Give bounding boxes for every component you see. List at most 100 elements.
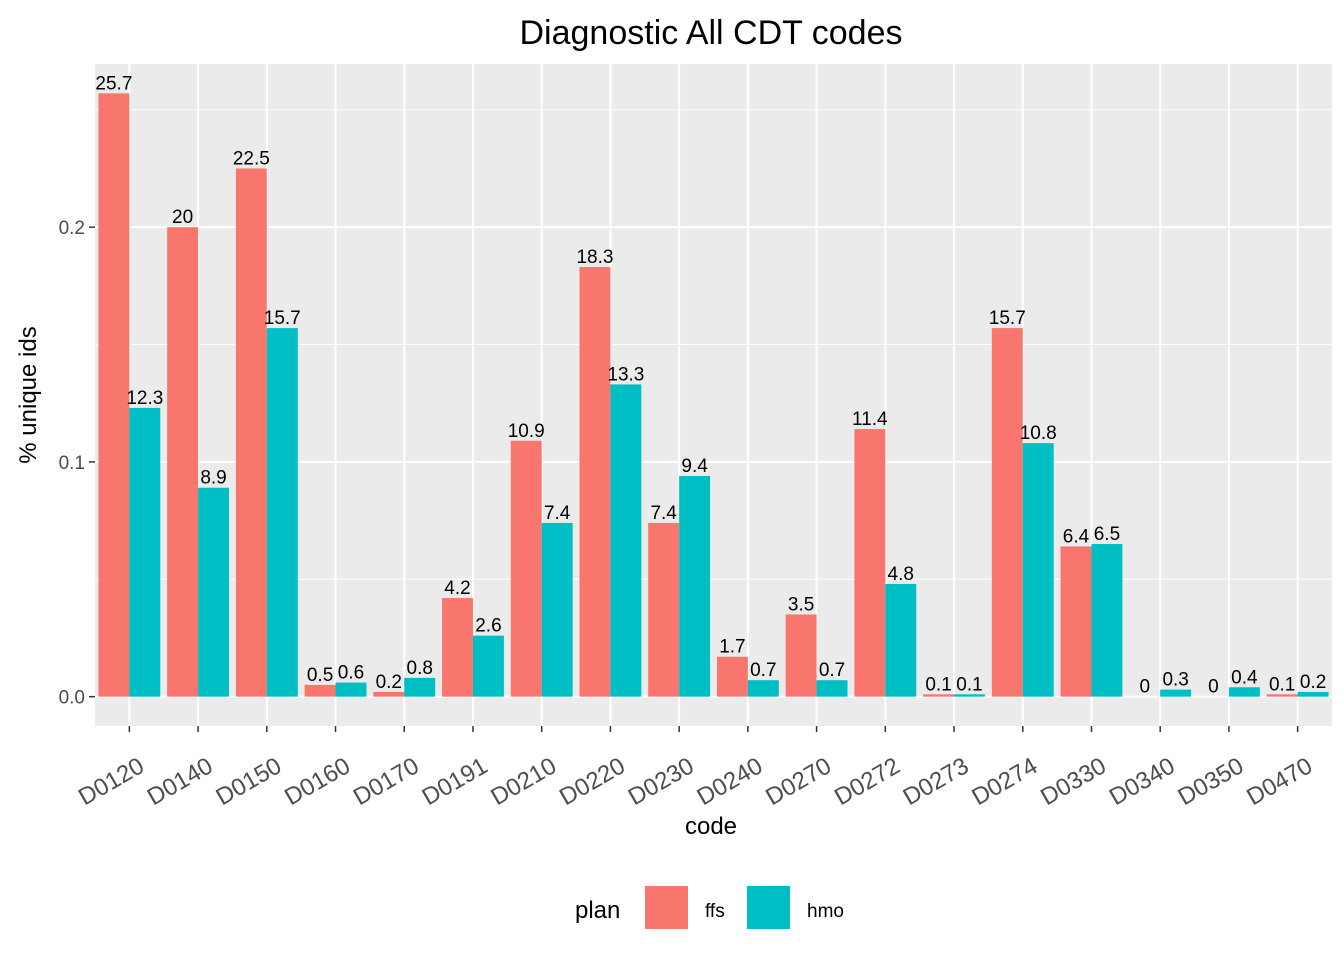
data-label-ffs-D0273: 0.1	[925, 674, 951, 695]
x-tick-label: D0330	[1036, 752, 1111, 811]
data-label-hmo-D0274: 10.8	[1020, 423, 1057, 444]
data-label-hmo-D0350: 0.4	[1231, 667, 1258, 688]
bar-labels: 25.7 20 22.5 0.5 0.2 4.2 10.9 18.3 7.4 1.7 3.5 11.4…	[95, 73, 1326, 697]
bar-hmo-D0120	[129, 407, 161, 697]
legend: plan ffs hmo	[575, 886, 844, 929]
x-axis-title: code	[685, 813, 737, 840]
data-label-hmo-D0273: 0.1	[956, 674, 982, 695]
bar-ffs-D0230	[648, 522, 680, 697]
x-tick-label: D0340	[1105, 752, 1180, 811]
bar-hmo-D0273	[954, 694, 985, 697]
bar-ffs-D0150	[235, 168, 267, 697]
x-tick-label: D0240	[693, 752, 768, 811]
bar-hmo-D0140	[198, 487, 230, 697]
data-label-hmo-D0270: 0.7	[819, 660, 845, 681]
data-label-hmo-D0470: 0.2	[1300, 672, 1326, 693]
data-label-hmo-D0191: 2.6	[475, 616, 501, 637]
data-label-ffs-D0274: 15.7	[989, 308, 1026, 329]
bar-hmo-D0160	[335, 682, 367, 697]
y-axis: 0.0 0.1 0.2	[59, 218, 95, 709]
bar-ffs-D0210	[510, 440, 542, 697]
data-label-hmo-D0210: 7.4	[544, 503, 571, 524]
x-tick-label: D0350	[1174, 752, 1249, 811]
x-tick-label: D0120	[74, 752, 149, 811]
bar-ffs-D0270	[785, 614, 817, 697]
y-tick-label: 0.2	[59, 218, 85, 239]
data-label-ffs-D0160: 0.5	[307, 665, 333, 686]
data-label-hmo-D0160: 0.6	[338, 663, 364, 684]
x-tick-label: D0160	[280, 752, 355, 811]
legend-key-ffs	[645, 886, 688, 929]
data-label-hmo-D0240: 0.7	[750, 660, 776, 681]
data-label-ffs-D0270: 3.5	[788, 594, 814, 615]
bar-hmo-D0470	[1297, 691, 1329, 697]
bar-hmo-D0220	[610, 384, 642, 697]
data-label-ffs-D0120: 25.7	[95, 73, 132, 94]
bar-ffs-D0272	[854, 429, 886, 697]
x-axis: D0120D0140D0150D0160D0170D0191D0210D0220…	[74, 726, 1317, 811]
legend-title: plan	[575, 897, 620, 924]
data-label-ffs-D0330: 6.4	[1063, 526, 1090, 547]
bar-ffs-D0220	[579, 267, 611, 697]
data-label-hmo-D0330: 6.5	[1094, 524, 1120, 545]
data-label-ffs-D0272: 11.4	[852, 409, 888, 430]
x-tick-label: D0191	[418, 752, 493, 811]
bar-hmo-D0272	[885, 583, 917, 697]
x-tick-label: D0170	[349, 752, 424, 811]
data-label-hmo-D0140: 8.9	[200, 468, 226, 489]
data-label-hmo-D0220: 13.3	[607, 364, 644, 385]
bar-hmo-D0330	[1091, 544, 1123, 697]
bar-hmo-D0350	[1228, 687, 1260, 697]
bar-hmo-D0270	[816, 680, 848, 697]
chart-title: Diagnostic All CDT codes	[520, 14, 903, 52]
x-tick-label: D0270	[761, 752, 836, 811]
plot-panel	[95, 64, 1332, 726]
bar-ffs-D0120	[98, 93, 130, 697]
data-label-ffs-D0220: 18.3	[576, 247, 613, 268]
data-label-ffs-D0340: 0	[1139, 677, 1150, 698]
bar-ffs-D0330	[1060, 546, 1092, 697]
bar-ffs-D0160	[304, 684, 336, 697]
data-label-hmo-D0272: 4.8	[888, 564, 914, 585]
bar-ffs-D0274	[991, 328, 1023, 697]
data-label-ffs-D0350: 0	[1208, 677, 1219, 698]
data-label-ffs-D0140: 20	[172, 207, 193, 228]
x-tick-label: D0272	[830, 752, 905, 811]
bar-hmo-D0191	[472, 635, 504, 697]
bar-ffs-D0170	[373, 691, 405, 697]
bar-hmo-D0274	[1022, 443, 1054, 697]
legend-key-hmo	[747, 886, 790, 929]
data-label-ffs-D0230: 7.4	[650, 503, 677, 524]
bar-hmo-D0340	[1160, 689, 1192, 697]
bar-ffs-D0470	[1266, 694, 1298, 697]
bar-ffs-D0273	[923, 694, 955, 697]
x-tick-label: D0273	[899, 752, 974, 811]
data-label-hmo-D0170: 0.8	[407, 658, 433, 679]
bar-ffs-D0191	[442, 598, 473, 697]
bar-hmo-D0150	[266, 328, 298, 697]
data-label-hmo-D0230: 9.4	[681, 456, 708, 477]
y-axis-title: % unique ids	[15, 326, 42, 463]
bar-hmo-D0170	[404, 677, 436, 697]
bar-hmo-D0240	[747, 680, 779, 697]
bar-ffs-D0140	[167, 227, 199, 697]
bar-ffs-D0240	[716, 656, 748, 697]
data-label-hmo-D0340: 0.3	[1162, 670, 1188, 691]
legend-label-ffs: ffs	[705, 901, 725, 922]
data-label-ffs-D0170: 0.2	[376, 672, 402, 693]
data-label-ffs-D0240: 1.7	[719, 637, 745, 658]
data-label-ffs-D0470: 0.1	[1269, 674, 1295, 695]
bar-hmo-D0230	[679, 475, 711, 697]
y-tick-label: 0.1	[59, 453, 85, 474]
x-tick-label: D0150	[211, 752, 286, 811]
data-label-ffs-D0191: 4.2	[444, 578, 470, 599]
data-label-ffs-D0150: 22.5	[233, 148, 270, 169]
data-label-ffs-D0210: 10.9	[508, 421, 545, 442]
x-tick-label: D0210	[486, 752, 561, 811]
x-tick-label: D0274	[967, 752, 1042, 811]
x-tick-label: D0230	[624, 752, 699, 811]
data-label-hmo-D0120: 12.3	[126, 388, 163, 409]
x-tick-label: D0220	[555, 752, 630, 811]
x-tick-label: D0140	[143, 752, 218, 811]
